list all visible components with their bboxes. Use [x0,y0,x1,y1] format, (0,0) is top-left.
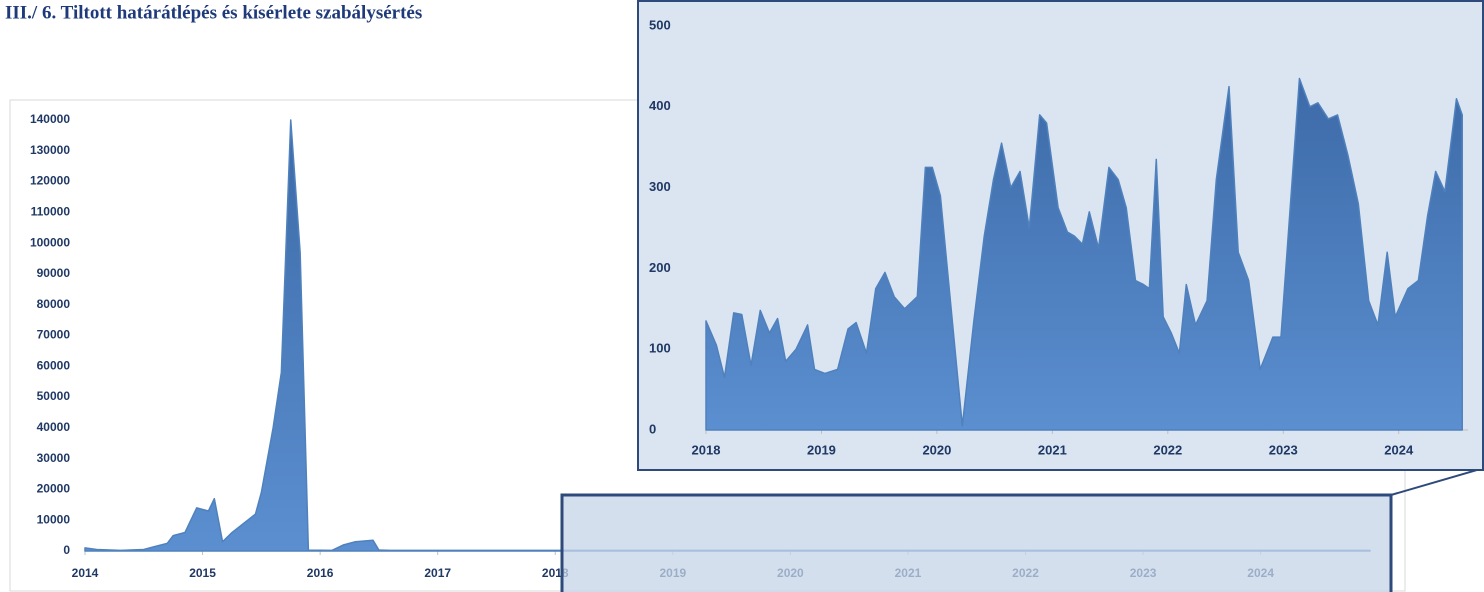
inset-chart: 0 100 200 300 400 500 2018 2019 2020 2021 2022 2023… [649,17,1468,457]
y-tick-label: 40000 [37,420,71,434]
y-tick-label: 80000 [37,297,71,311]
y-tick-label: 120000 [30,174,70,188]
x-tick-label: 2015 [189,566,216,580]
y-tick-label: 130000 [30,143,70,157]
zoom-highlight [560,493,1393,592]
y-tick-label: 50000 [37,389,71,403]
y-tick-label: 60000 [37,358,71,372]
y-tick-label: 20000 [37,482,71,496]
page-title: III./ 6. Tiltott határátlépés és kísérle… [5,2,422,23]
area [84,119,1371,552]
y-tick-label: 400 [649,98,671,113]
y-tick-label: 0 [63,543,70,557]
area [705,77,1463,431]
y-tick-label: 300 [649,179,671,194]
y-tick-label: 90000 [37,266,71,280]
y-tick-label: 110000 [31,205,71,219]
y-tick-label: 500 [649,17,671,32]
x-tick-label: 2023 [1269,442,1298,457]
x-tick-label: 2022 [1153,442,1182,457]
y-tick-label: 200 [649,260,671,275]
zoom-connector [1390,467,1484,496]
y-tick-label: 0 [649,421,656,436]
y-tick-label: 10000 [37,512,71,526]
x-tick-label: 2024 [1384,442,1414,457]
x-tick-label: 2017 [424,566,451,580]
x-tick-label: 2021 [1038,442,1067,457]
x-tick-label: 2020 [922,442,951,457]
y-tick-label: 70000 [37,328,71,342]
y-tick-label: 30000 [37,451,71,465]
y-tick-label: 100 [649,341,671,356]
y-tick-label: 140000 [30,112,70,126]
x-tick-label: 2016 [307,566,334,580]
x-tick-label: 2014 [72,566,99,580]
x-tick-label: 2019 [807,442,836,457]
y-tick-label: 100000 [30,235,70,249]
x-tick-label: 2018 [692,442,721,457]
